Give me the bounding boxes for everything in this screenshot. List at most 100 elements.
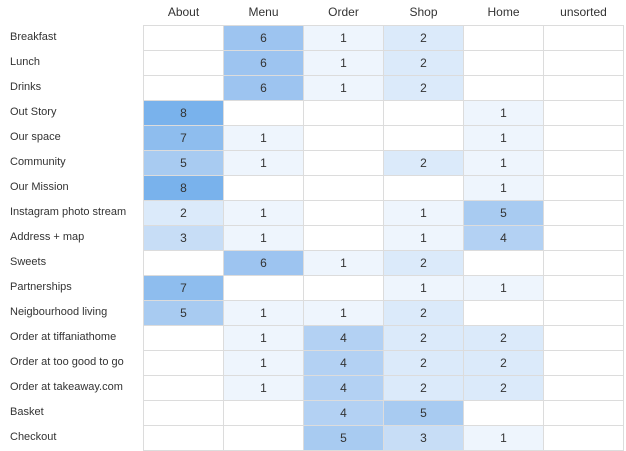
matrix-cell[interactable]: 2 [383, 250, 464, 276]
matrix-cell[interactable] [463, 50, 544, 76]
matrix-cell[interactable] [543, 200, 624, 226]
matrix-cell[interactable] [543, 175, 624, 201]
matrix-cell[interactable]: 4 [303, 375, 384, 401]
matrix-cell[interactable] [543, 250, 624, 276]
matrix-cell[interactable] [383, 125, 464, 151]
matrix-cell[interactable]: 1 [223, 325, 304, 351]
matrix-cell[interactable] [543, 225, 624, 251]
matrix-cell[interactable]: 1 [303, 75, 384, 101]
matrix-cell[interactable]: 8 [143, 100, 224, 126]
matrix-cell[interactable]: 4 [303, 400, 384, 426]
matrix-cell[interactable]: 1 [463, 275, 544, 301]
matrix-cell[interactable]: 2 [143, 200, 224, 226]
matrix-cell[interactable]: 1 [223, 375, 304, 401]
matrix-cell[interactable]: 5 [303, 425, 384, 451]
matrix-cell[interactable]: 2 [463, 375, 544, 401]
matrix-cell[interactable]: 2 [463, 325, 544, 351]
matrix-cell[interactable]: 1 [463, 100, 544, 126]
matrix-cell[interactable]: 2 [383, 350, 464, 376]
matrix-cell[interactable]: 4 [303, 325, 384, 351]
matrix-cell[interactable]: 1 [383, 225, 464, 251]
matrix-cell[interactable] [543, 350, 624, 376]
matrix-cell[interactable] [303, 175, 384, 201]
matrix-cell[interactable] [143, 375, 224, 401]
matrix-cell[interactable]: 1 [223, 150, 304, 176]
matrix-cell[interactable]: 1 [223, 125, 304, 151]
matrix-cell[interactable]: 1 [303, 25, 384, 51]
matrix-cell[interactable]: 2 [383, 375, 464, 401]
matrix-cell[interactable]: 2 [383, 25, 464, 51]
matrix-cell[interactable] [543, 400, 624, 426]
matrix-cell[interactable] [143, 350, 224, 376]
matrix-cell[interactable] [143, 75, 224, 101]
matrix-cell[interactable]: 6 [223, 25, 304, 51]
matrix-cell[interactable]: 1 [383, 200, 464, 226]
matrix-cell[interactable] [143, 250, 224, 276]
matrix-cell[interactable] [223, 400, 304, 426]
matrix-cell[interactable]: 3 [383, 425, 464, 451]
matrix-cell[interactable]: 6 [223, 75, 304, 101]
matrix-cell[interactable]: 3 [143, 225, 224, 251]
matrix-cell[interactable] [463, 250, 544, 276]
matrix-cell[interactable]: 1 [223, 225, 304, 251]
matrix-cell[interactable]: 1 [463, 125, 544, 151]
matrix-cell[interactable]: 4 [303, 350, 384, 376]
matrix-cell[interactable] [303, 100, 384, 126]
matrix-cell[interactable] [223, 175, 304, 201]
matrix-cell[interactable] [223, 275, 304, 301]
matrix-cell[interactable] [223, 425, 304, 451]
matrix-cell[interactable]: 1 [463, 150, 544, 176]
matrix-cell[interactable]: 5 [383, 400, 464, 426]
matrix-cell[interactable] [223, 100, 304, 126]
matrix-cell[interactable] [463, 75, 544, 101]
matrix-cell[interactable] [543, 375, 624, 401]
matrix-cell[interactable]: 2 [463, 350, 544, 376]
matrix-cell[interactable]: 7 [143, 125, 224, 151]
matrix-cell[interactable]: 1 [303, 250, 384, 276]
matrix-cell[interactable]: 1 [383, 275, 464, 301]
matrix-cell[interactable] [383, 100, 464, 126]
matrix-cell[interactable]: 2 [383, 50, 464, 76]
matrix-cell[interactable] [543, 300, 624, 326]
matrix-cell[interactable] [543, 75, 624, 101]
matrix-cell[interactable] [543, 325, 624, 351]
matrix-cell[interactable]: 5 [143, 150, 224, 176]
matrix-cell[interactable] [143, 25, 224, 51]
matrix-cell[interactable] [143, 50, 224, 76]
matrix-cell[interactable]: 8 [143, 175, 224, 201]
matrix-cell[interactable] [143, 425, 224, 451]
matrix-cell[interactable] [543, 50, 624, 76]
matrix-cell[interactable]: 1 [223, 300, 304, 326]
matrix-cell[interactable] [543, 425, 624, 451]
matrix-cell[interactable] [543, 125, 624, 151]
matrix-cell[interactable]: 2 [383, 300, 464, 326]
matrix-cell[interactable] [543, 275, 624, 301]
matrix-cell[interactable] [143, 325, 224, 351]
matrix-cell[interactable] [303, 150, 384, 176]
matrix-cell[interactable] [543, 25, 624, 51]
matrix-cell[interactable] [303, 275, 384, 301]
matrix-cell[interactable]: 2 [383, 150, 464, 176]
matrix-cell[interactable] [543, 100, 624, 126]
matrix-cell[interactable]: 7 [143, 275, 224, 301]
matrix-cell[interactable]: 2 [383, 75, 464, 101]
matrix-cell[interactable] [463, 300, 544, 326]
matrix-cell[interactable] [143, 400, 224, 426]
matrix-cell[interactable] [303, 225, 384, 251]
matrix-cell[interactable]: 2 [383, 325, 464, 351]
matrix-cell[interactable] [463, 25, 544, 51]
matrix-cell[interactable]: 4 [463, 225, 544, 251]
matrix-cell[interactable]: 6 [223, 50, 304, 76]
matrix-cell[interactable] [303, 200, 384, 226]
matrix-cell[interactable]: 1 [223, 200, 304, 226]
matrix-cell[interactable]: 1 [463, 175, 544, 201]
matrix-cell[interactable]: 5 [463, 200, 544, 226]
matrix-cell[interactable]: 1 [463, 425, 544, 451]
matrix-cell[interactable] [383, 175, 464, 201]
matrix-cell[interactable]: 5 [143, 300, 224, 326]
matrix-cell[interactable]: 6 [223, 250, 304, 276]
matrix-cell[interactable]: 1 [303, 300, 384, 326]
matrix-cell[interactable] [463, 400, 544, 426]
matrix-cell[interactable]: 1 [223, 350, 304, 376]
matrix-cell[interactable] [303, 125, 384, 151]
